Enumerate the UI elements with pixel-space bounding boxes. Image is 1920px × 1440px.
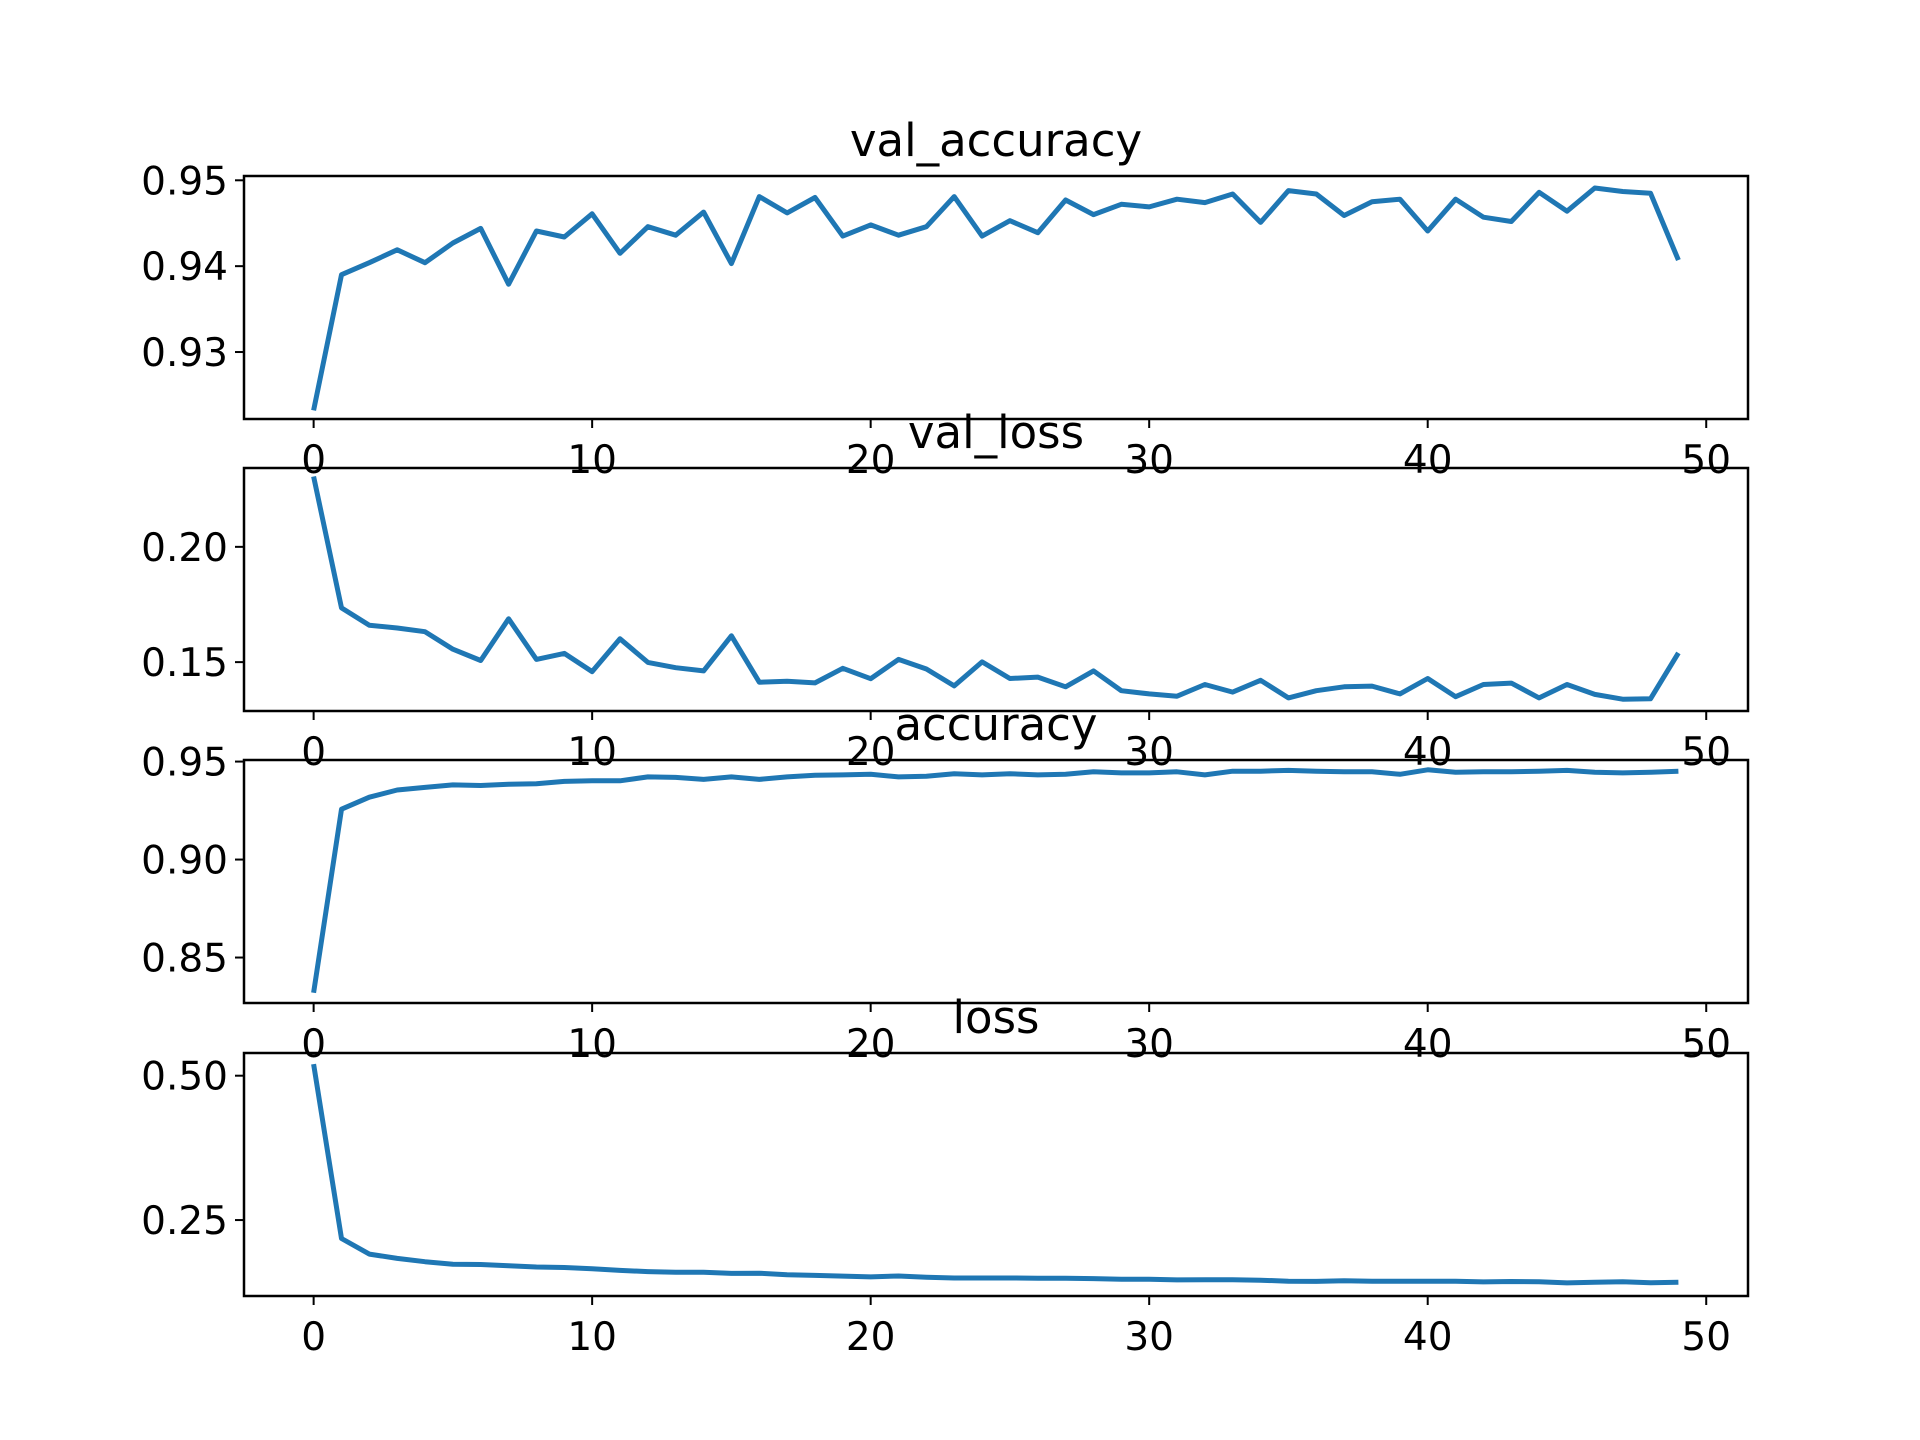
chart-accuracy-xtick-label: 30 bbox=[1124, 1022, 1174, 1067]
chart-accuracy-frame bbox=[242, 758, 1750, 1005]
chart-val-accuracy-ytick-label: 0.94 bbox=[141, 245, 228, 290]
chart-accuracy-ytick-label: 0.85 bbox=[141, 937, 228, 982]
chart-val-accuracy-xtick-label: 0 bbox=[301, 438, 326, 483]
chart-val-accuracy-ytick-label: 0.93 bbox=[141, 331, 228, 376]
chart-val-accuracy-xtick-label: 10 bbox=[567, 438, 617, 483]
chart-val-loss-line bbox=[311, 475, 1681, 702]
chart-loss-xtick-label: 20 bbox=[846, 1315, 896, 1360]
chart-loss-ytick-label: 0.50 bbox=[141, 1055, 228, 1100]
chart-accuracy-line bbox=[311, 767, 1679, 994]
chart-val-loss-xtick-label: 50 bbox=[1681, 730, 1731, 775]
chart-val-accuracy: 0 10 20 30 40 50 0.93 0.94 0.95 val_accuracy bbox=[141, 114, 1750, 483]
chart-accuracy-xtick-label: 10 bbox=[567, 1022, 617, 1067]
chart-loss-title: loss bbox=[953, 991, 1040, 1044]
chart-accuracy-xtick-label: 50 bbox=[1681, 1022, 1731, 1067]
chart-val-accuracy-xtick-label: 40 bbox=[1403, 438, 1453, 483]
chart-accuracy-ytick-label: 0.90 bbox=[141, 839, 228, 884]
chart-val-loss-xtick-label: 20 bbox=[846, 730, 896, 775]
chart-accuracy-xtick-label: 0 bbox=[301, 1022, 326, 1067]
chart-val-loss-ytick-label: 0.15 bbox=[141, 641, 228, 686]
chart-val-accuracy-line bbox=[311, 185, 1681, 411]
chart-val-accuracy-frame bbox=[242, 174, 1750, 421]
chart-val-loss-xtick-label: 30 bbox=[1124, 730, 1174, 775]
chart-val-accuracy-xtick-label: 50 bbox=[1681, 438, 1731, 483]
chart-loss-frame bbox=[242, 1051, 1750, 1298]
chart-val-accuracy-ytick-label: 0.95 bbox=[141, 159, 228, 204]
chart-val-accuracy-xtick-label: 20 bbox=[846, 438, 896, 483]
chart-accuracy: 0 10 20 30 40 50 0.85 0.90 0.95 accuracy bbox=[141, 698, 1750, 1067]
chart-loss-xtick-label: 50 bbox=[1681, 1315, 1731, 1360]
chart-accuracy-title: accuracy bbox=[894, 698, 1097, 751]
chart-accuracy-xtick-label: 40 bbox=[1403, 1022, 1453, 1067]
chart-accuracy-xtick-label: 20 bbox=[846, 1022, 896, 1067]
chart-val-accuracy-xtick-label: 30 bbox=[1124, 438, 1174, 483]
chart-loss-xtick-label: 10 bbox=[567, 1315, 617, 1360]
chart-val-loss-ytick-label: 0.20 bbox=[141, 526, 228, 571]
chart-val-loss-frame bbox=[242, 466, 1750, 713]
chart-loss: 0 10 20 30 40 50 0.25 0.50 loss bbox=[141, 991, 1750, 1360]
chart-val-loss: 0 10 20 30 40 50 0.15 0.20 val_loss bbox=[141, 406, 1750, 775]
chart-val-loss-xtick-label: 10 bbox=[567, 730, 617, 775]
chart-loss-ytick-label: 0.25 bbox=[141, 1199, 228, 1244]
chart-loss-xtick-label: 0 bbox=[301, 1315, 326, 1360]
chart-loss-xtick-label: 40 bbox=[1403, 1315, 1453, 1360]
chart-loss-xtick-label: 30 bbox=[1124, 1315, 1174, 1360]
chart-val-loss-title: val_loss bbox=[908, 406, 1084, 459]
chart-accuracy-ytick-label: 0.95 bbox=[141, 741, 228, 786]
chart-loss-line bbox=[311, 1063, 1679, 1286]
chart-val-loss-xtick-label: 0 bbox=[301, 730, 326, 775]
chart-val-accuracy-title: val_accuracy bbox=[850, 114, 1142, 167]
